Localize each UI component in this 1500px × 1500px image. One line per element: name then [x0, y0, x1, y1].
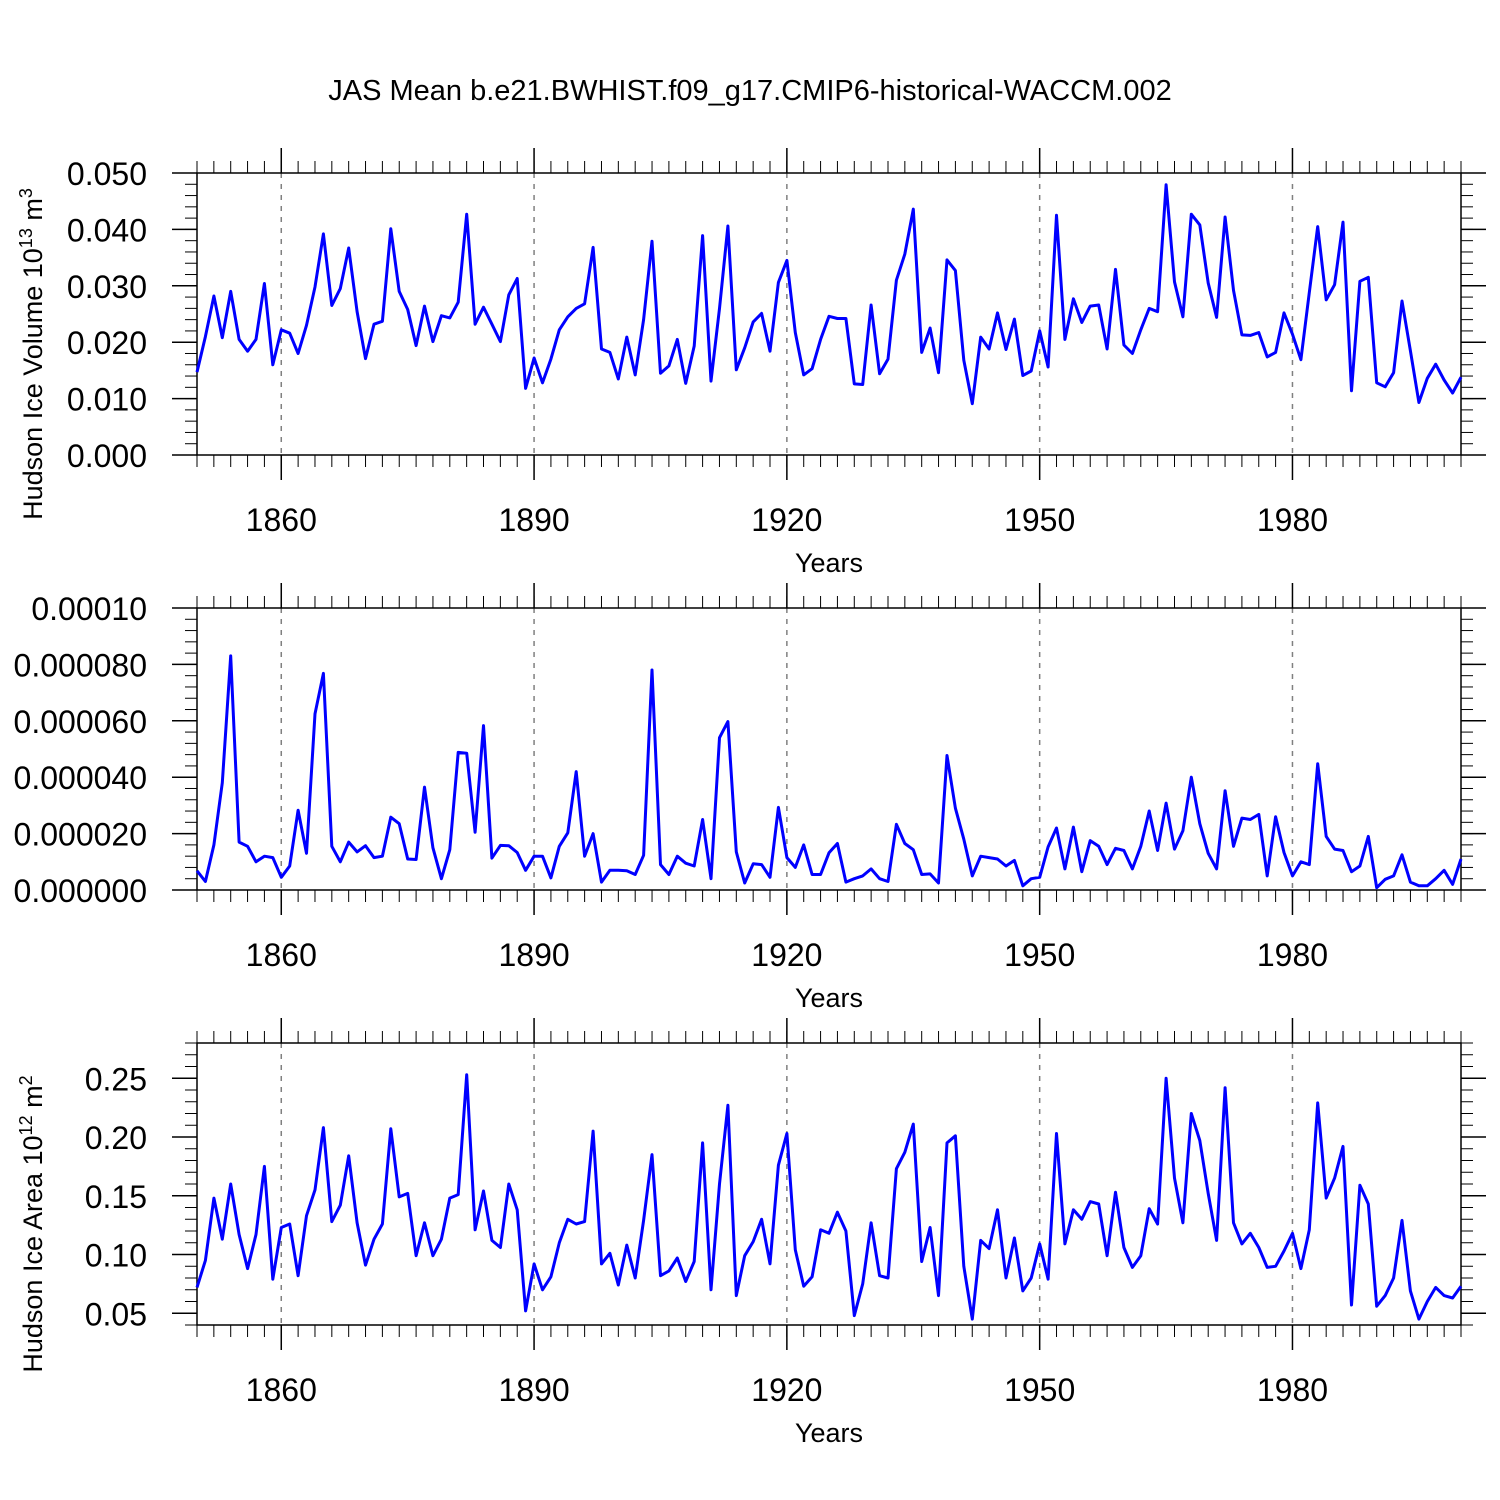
y-axis-label: Hudson Ice Volume 1013 m3: [16, 188, 48, 520]
x-tick-label: 1860: [246, 1372, 317, 1408]
x-tick-label: 1950: [1004, 937, 1075, 973]
snow-panel: 1860 1890 1920 1950 1980 0.000000 0.000020 0.00…: [14, 583, 1486, 1013]
y-tick-label: 0.050: [67, 156, 147, 192]
x-tick-label: 1950: [1004, 1372, 1075, 1408]
y-tick-label: 0.010: [67, 382, 147, 418]
chart-title: JAS Mean b.e21.BWHIST.f09_g17.CMIP6-hist…: [328, 75, 1171, 107]
area-panel: 1860 1890 1920 1950 1980 0.05 0.10 0.15 0.20 0.25…: [16, 1018, 1486, 1448]
x-tick-label: 1980: [1257, 1372, 1328, 1408]
y-tick-label: 0.000040: [14, 760, 147, 796]
y-tick-label: 0.000020: [14, 817, 147, 853]
y-tick-label: 0.10: [85, 1238, 147, 1274]
y-tick-label: 0.15: [85, 1179, 147, 1215]
y-tick-label: 0.000000: [14, 873, 147, 909]
x-tick-label: 1860: [246, 937, 317, 973]
x-tick-label: 1980: [1257, 937, 1328, 973]
series-line: [195, 183, 1463, 406]
y-tick-label: 0.000: [67, 438, 147, 474]
x-axis-label: Years: [795, 1418, 863, 1448]
y-tick-label: 0.00010: [31, 591, 147, 627]
series-line: [195, 1073, 1463, 1321]
y-tick-label: 0.030: [67, 269, 147, 305]
volume-panel: 1860 1890 1920 1950 1980 0.000 0.010 0.020 0.030…: [16, 148, 1486, 578]
y-tick-label: 0.05: [85, 1296, 147, 1332]
y-tick-label: 0.020: [67, 325, 147, 361]
x-tick-label: 1920: [751, 937, 822, 973]
series-line: [195, 654, 1463, 890]
x-tick-label: 1890: [498, 937, 569, 973]
y-tick-label: 0.040: [67, 212, 147, 248]
y-tick-label: 0.000060: [14, 704, 147, 740]
x-tick-label: 1920: [751, 1372, 822, 1408]
x-tick-label: 1950: [1004, 502, 1075, 538]
x-axis-label: Years: [795, 983, 863, 1013]
x-tick-label: 1890: [498, 502, 569, 538]
y-tick-label: 0.000080: [14, 647, 147, 683]
x-tick-label: 1860: [246, 502, 317, 538]
y-axis-label: Hudson Ice Area 1012 m2: [16, 1075, 48, 1372]
plot-frame: [196, 1042, 1462, 1326]
plot-frame: [196, 172, 1462, 456]
y-tick-label: 0.20: [85, 1120, 147, 1156]
x-tick-label: 1890: [498, 1372, 569, 1408]
plot-frame: [196, 607, 1462, 891]
x-axis-label: Years: [795, 548, 863, 578]
x-tick-label: 1980: [1257, 502, 1328, 538]
x-tick-label: 1920: [751, 502, 822, 538]
y-tick-label: 0.25: [85, 1061, 147, 1097]
